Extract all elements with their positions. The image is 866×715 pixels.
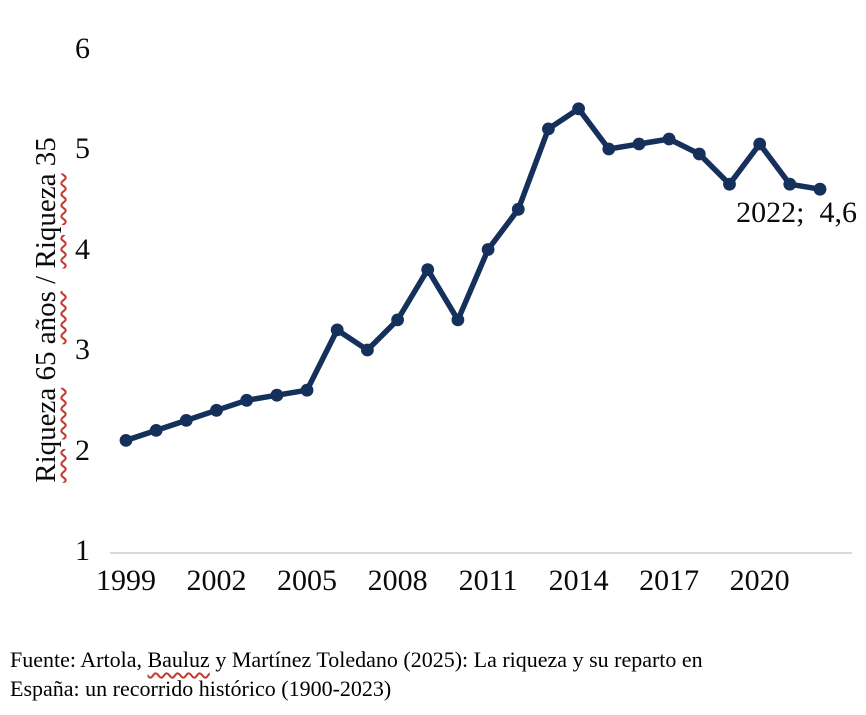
series-line: [123, 106, 823, 444]
source-text: Fuente: Artola,: [10, 647, 148, 672]
data-point-marker: [330, 323, 344, 337]
data-point-marker: [149, 424, 163, 437]
data-point-marker: [602, 142, 616, 156]
y-tick-label: 5: [75, 132, 90, 165]
x-tick-label: 2002: [186, 564, 247, 597]
source-word-misspelled: Bauluz: [147, 647, 210, 672]
data-point-marker: [542, 122, 555, 136]
data-point-marker: [391, 313, 404, 327]
data-point-marker: [511, 202, 525, 216]
data-point-marker: [723, 177, 736, 191]
x-tick-label: 1999: [96, 564, 156, 597]
data-point-marker: [361, 343, 374, 357]
y-tick-label: 4: [75, 232, 90, 266]
y-tick-label: 1: [75, 534, 90, 567]
data-point-marker: [783, 177, 797, 191]
data-point-marker: [692, 147, 706, 161]
x-tick-label: 2014: [548, 564, 609, 597]
data-point-marker: [240, 393, 254, 407]
x-tick-label: 2005: [277, 564, 338, 597]
data-point-marker: [451, 313, 465, 327]
data-point-marker: [210, 403, 223, 417]
x-tick-label: 2017: [639, 564, 700, 597]
x-tick-label: 2020: [729, 564, 790, 597]
data-point-marker: [300, 383, 314, 397]
plot-area: [110, 102, 852, 554]
data-point-marker: [119, 434, 133, 447]
data-point-marker: [270, 388, 284, 402]
data-point-marker: [632, 137, 646, 151]
data-point-marker: [421, 263, 435, 276]
x-tick-label: 2011: [458, 564, 518, 597]
x-tick-label: 2008: [367, 564, 428, 597]
source-text: y Martínez Toledano (2025): La riqueza y…: [209, 647, 703, 672]
y-tick-label: 6: [75, 31, 90, 65]
y-tick-label: 3: [75, 333, 90, 366]
data-point-marker: [753, 137, 767, 151]
last-point-data-label: 2022; 4,6: [736, 196, 857, 229]
source-note: Fuente: Artola, Bauluz y Martínez Toleda…: [10, 645, 856, 703]
data-point-marker: [572, 102, 585, 116]
data-point-marker: [179, 414, 193, 427]
data-point-marker: [813, 182, 827, 196]
data-point-marker: [662, 132, 676, 146]
data-point-marker: [481, 243, 495, 256]
y-tick-label: 2: [75, 433, 90, 467]
source-note-line2: España: un recorrido histórico (1900-202…: [10, 676, 392, 701]
source-note-line1: Fuente: Artola, Bauluz y Martínez Toleda…: [10, 645, 856, 674]
